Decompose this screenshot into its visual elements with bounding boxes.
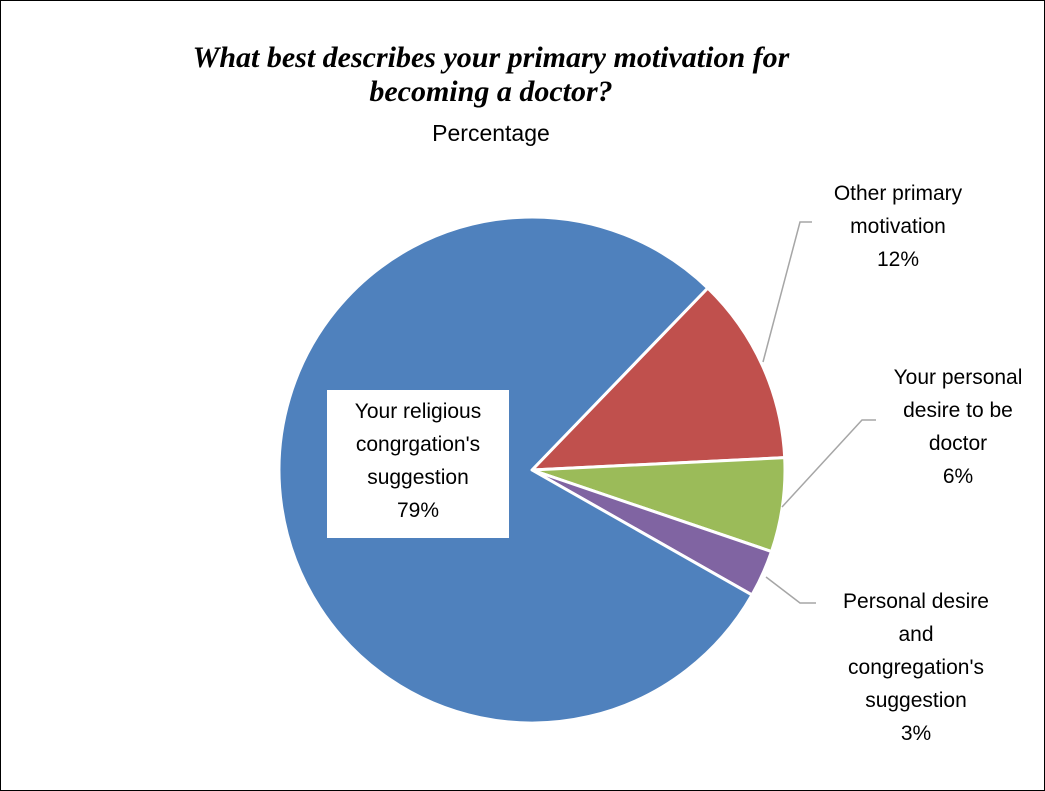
leader-line-other-primary-motivation <box>762 221 812 363</box>
data-label-text: suggestion <box>367 466 469 489</box>
chart-title: What best describes your primary motivat… <box>192 41 790 108</box>
data-label-box-your-religious-congrgation-s-suggestion <box>327 390 509 538</box>
leader-line-your-personal-desire-to-be-doctor <box>781 419 876 508</box>
data-label-other-primary-motivation: Other primary motivation 12% <box>834 182 963 271</box>
data-label-value: 79% <box>397 499 439 522</box>
data-label-text: and <box>898 623 933 646</box>
data-label-text: Your religious <box>355 400 481 423</box>
pie-slice-other-primary-motivation <box>530 286 787 472</box>
leader-line-personal-desire-and-congregation-s-suggestion <box>765 576 816 604</box>
data-label-text: motivation <box>850 215 946 238</box>
data-label-text: desire to be <box>903 399 1013 422</box>
data-label-text: Other primary <box>834 182 963 205</box>
chart-subtitle: Percentage <box>432 120 550 146</box>
data-label-text: Your personal <box>894 366 1023 389</box>
data-label-value: 6% <box>943 465 973 488</box>
data-label-your-personal-desire-to-be-doctor: Your personal desire to be doctor 6% <box>894 366 1023 488</box>
pie-slice-your-religious-congrgation-s-suggestion <box>277 215 754 725</box>
data-label-text: Personal desire <box>843 590 989 613</box>
data-label-text: congrgation's <box>356 433 480 456</box>
data-label-your-religious-congrgation-s-suggestion: Your religious congrgation's suggestion 79% <box>355 400 481 522</box>
data-label-text: doctor <box>929 432 987 455</box>
data-label-text: congregation's <box>848 656 984 679</box>
data-label-value: 3% <box>901 722 931 745</box>
data-label-text: suggestion <box>865 689 967 712</box>
data-label-value: 12% <box>877 248 919 271</box>
data-label-personal-desire-and-congregation-s-suggestion: Personal desire and congregation's suggesti… <box>843 590 989 745</box>
